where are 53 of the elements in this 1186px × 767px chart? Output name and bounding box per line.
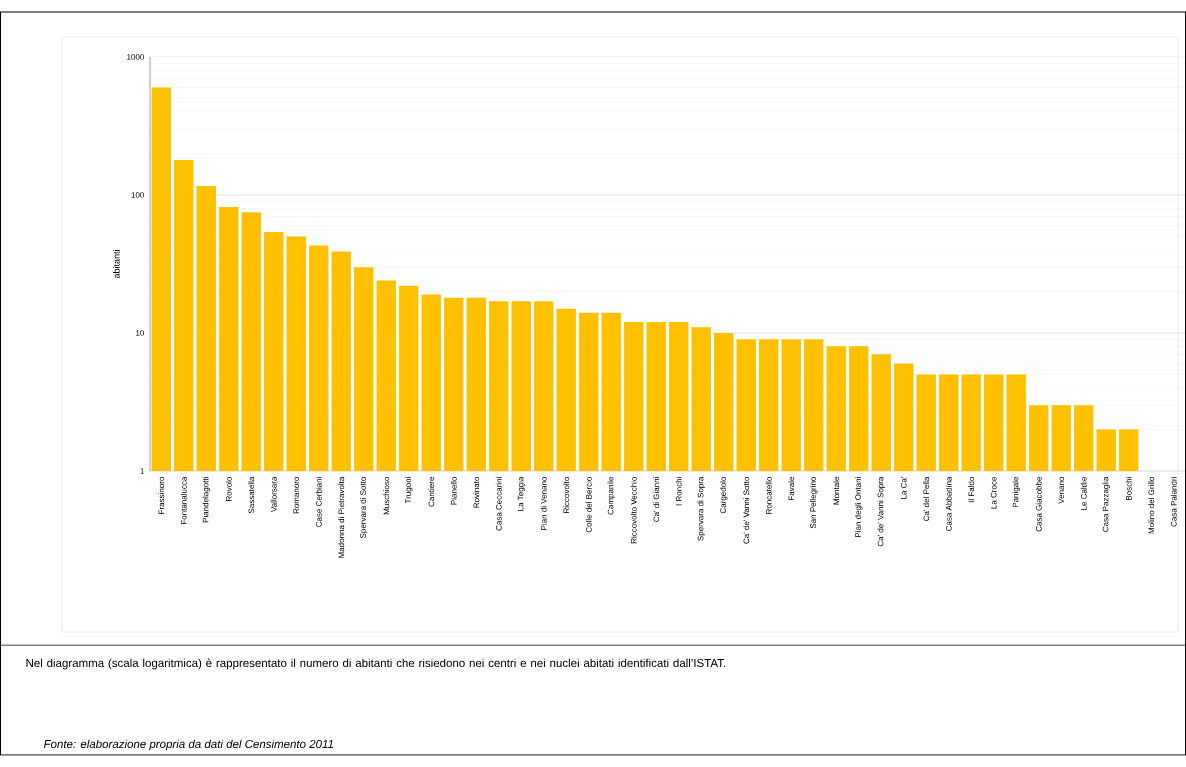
x-tick-label: Ca' del Pella xyxy=(923,476,930,521)
x-tick-label: Piandelagotti xyxy=(202,477,210,523)
x-tick-label: Montale xyxy=(833,477,840,505)
x-tick-label: Panigale xyxy=(1012,477,1020,508)
x-tick-label: Ca' di Gianni xyxy=(653,477,660,522)
x-tick-label: Sassatella xyxy=(248,476,255,514)
y-tick-label: 1000 xyxy=(127,54,145,60)
x-tick-label: Pian degli Ontani xyxy=(854,477,863,537)
x-tick-label: Riccovolto Vecchio xyxy=(630,476,637,544)
x-tick-label: Spervara di Sotto xyxy=(360,476,368,539)
x-tick-label: I Ronchi xyxy=(675,477,682,506)
x-tick-label: Vallorsara xyxy=(270,476,277,513)
x-tick-label: Molino del Grillo xyxy=(1148,477,1155,534)
x-tick-label: Casa Palandri xyxy=(1170,477,1177,527)
x-tick-label: Madonna di Pietravolta xyxy=(338,476,345,558)
x-tick-label: Rovolo xyxy=(225,476,232,501)
x-tick-label: Trugoni xyxy=(405,477,413,504)
x-tick-label: Ca' de' Vanni Sotto xyxy=(743,476,750,544)
x-tick-label: Pian di Venano xyxy=(540,476,547,530)
text: Nel diagramma (scala logaritmica) è rappresentato il numero di abitanti che risiedono nei centri e nei nuclei abitati identificati dall’ISTAT. xyxy=(26,658,726,670)
x-tick-label: Casa Ceccarini xyxy=(495,477,502,531)
text: Fonte: elaborazione propria da dati del Censimento 2011 xyxy=(43,739,333,751)
x-tick-label: Spervara di Sopra xyxy=(697,476,705,541)
x-tick-label: Venano xyxy=(1058,476,1065,504)
x-tick-label: Romanoro xyxy=(293,476,300,514)
x-tick-label: Fontanalucca xyxy=(180,476,187,525)
x-tick-label: La Croce xyxy=(990,477,997,509)
x-tick-label: Pianello xyxy=(450,476,457,505)
x-tick-label: Casa Giacobbe xyxy=(1035,477,1042,532)
x-tick-label: Campanile xyxy=(607,477,615,515)
y-axis-title: abitanti xyxy=(113,250,120,279)
x-tick-label: Roncatello xyxy=(765,476,772,514)
x-tick-label: Le Caldie xyxy=(1080,477,1087,510)
x-tick-label: Casa Abbadina xyxy=(945,476,952,531)
x-tick-label: Il Faldo xyxy=(968,476,975,503)
y-tick-label: 100 xyxy=(131,192,145,198)
x-tick-label: La Teggia xyxy=(517,476,525,511)
x-tick-label: La Ca' xyxy=(900,477,907,499)
x-tick-label: Case Cerbiani xyxy=(315,477,322,527)
x-tick-label: Favale xyxy=(788,477,795,500)
y-tick-label: 1 xyxy=(140,468,144,474)
x-tick-label: Muschioso xyxy=(383,476,390,515)
x-tick-label: Cantiere xyxy=(428,477,435,507)
y-tick-label: 10 xyxy=(136,330,145,336)
x-tick-label: Colle del Bercio xyxy=(585,477,592,533)
x-tick-label: Boschi xyxy=(1125,477,1132,500)
x-tick-label: Ca' de' Vanni Sopra xyxy=(877,476,885,547)
x-tick-label: Frassinoro xyxy=(158,476,165,514)
x-tick-label: Casa Pazzaglia xyxy=(1102,476,1110,532)
x-tick-label: San Pellegrino xyxy=(809,477,818,529)
x-tick-label: Cargedolo xyxy=(720,476,728,514)
x-tick-label: Rovinato xyxy=(473,476,480,508)
x-tick-label: Riccovolto xyxy=(563,476,570,513)
